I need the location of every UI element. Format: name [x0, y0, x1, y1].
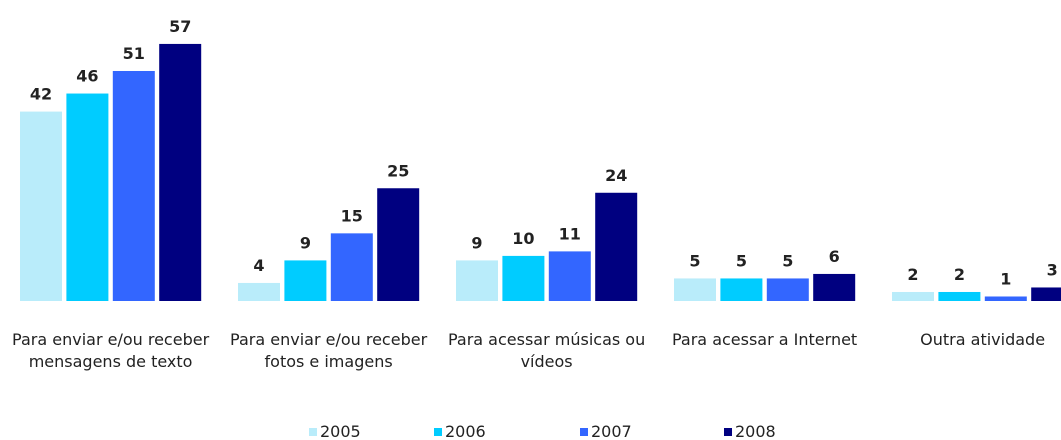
value-label: 5: [689, 251, 700, 270]
value-label: 46: [76, 67, 98, 86]
category-label: Para enviar e/ou receber fotos e imagens: [230, 330, 428, 371]
value-label: 3: [1047, 260, 1058, 279]
bar: [548, 251, 591, 301]
category-label: Para acessar a Internet: [671, 330, 858, 349]
bar: [1031, 287, 1061, 301]
bar: [984, 296, 1027, 301]
value-label: 10: [512, 229, 534, 248]
bar: [377, 188, 420, 301]
bar: [66, 93, 109, 301]
category-label: Para acessar músicas ou vídeos: [447, 330, 646, 371]
legend-label: 2008: [735, 422, 776, 440]
legend-swatch: [434, 428, 442, 436]
value-label: 2: [907, 265, 918, 284]
plot: 42 46 51 57 4 9 15 25 9 10 11 24 5 5 5 6 2 2 1 3: [20, 17, 1061, 302]
value-label: 9: [471, 233, 482, 252]
bar: [238, 282, 280, 301]
value-label: 5: [782, 251, 793, 270]
value-label: 25: [387, 161, 409, 180]
value-label: 1: [1000, 269, 1011, 288]
value-label: 11: [559, 224, 581, 243]
legend-item: 2007: [580, 422, 632, 440]
category-label: Para enviar e/ou receber mensagens de te…: [12, 330, 210, 371]
bar: [595, 192, 638, 301]
value-label: 15: [341, 206, 363, 225]
bar: [159, 43, 202, 302]
legend-label: 2005: [320, 422, 361, 440]
value-label: 51: [123, 44, 145, 63]
bar: [938, 291, 981, 301]
bar: [20, 111, 62, 301]
bar: [892, 291, 934, 301]
legend-item: 2008: [724, 422, 776, 440]
value-label: 6: [829, 247, 840, 266]
bar: [720, 278, 763, 301]
bar: [330, 233, 373, 301]
value-label: 57: [169, 17, 191, 36]
value-label: 24: [605, 166, 627, 185]
bar: [813, 273, 856, 301]
value-label: 2: [954, 265, 965, 284]
value-label: 4: [253, 256, 264, 275]
bar: [456, 260, 498, 301]
legend-label: 2007: [591, 422, 632, 440]
bar: [284, 260, 327, 301]
value-label: 5: [736, 251, 747, 270]
bar: [674, 278, 716, 301]
bar: [112, 70, 155, 302]
legend-item: 2005: [309, 422, 361, 440]
legend-label: 2006: [445, 422, 486, 440]
bar: [766, 278, 809, 301]
category-label: Outra atividade: [920, 330, 1046, 349]
legend-swatch: [309, 428, 317, 436]
value-label: 42: [30, 85, 52, 104]
bar: [502, 255, 545, 301]
value-label: 9: [300, 233, 311, 252]
legend-swatch: [580, 428, 588, 436]
legend-swatch: [724, 428, 732, 436]
legend: 2005 2006 2007 2008: [0, 422, 1061, 440]
legend-item: 2006: [434, 422, 486, 440]
